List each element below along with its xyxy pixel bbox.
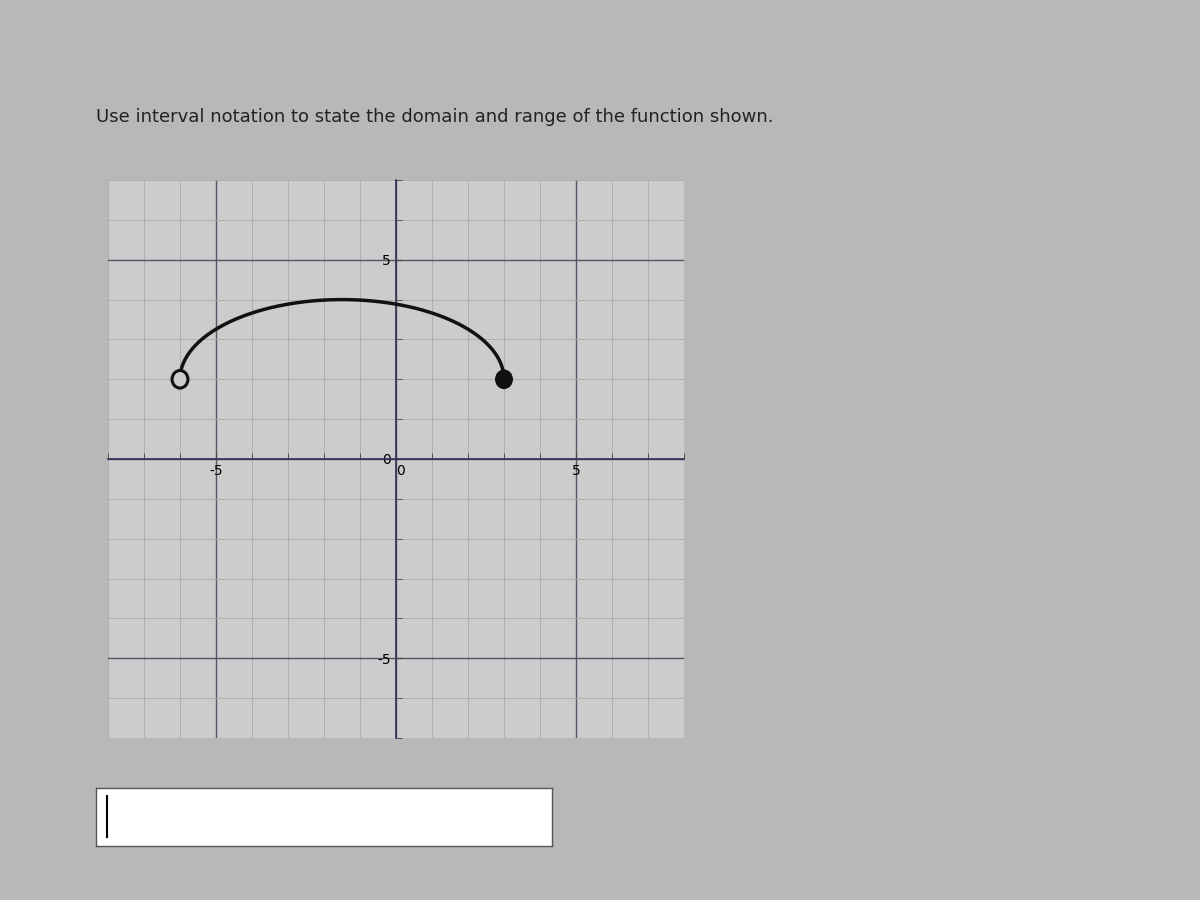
- Text: Use interval notation to state the domain and range of the function shown.: Use interval notation to state the domai…: [96, 108, 774, 126]
- Circle shape: [172, 371, 188, 388]
- Circle shape: [496, 371, 512, 388]
